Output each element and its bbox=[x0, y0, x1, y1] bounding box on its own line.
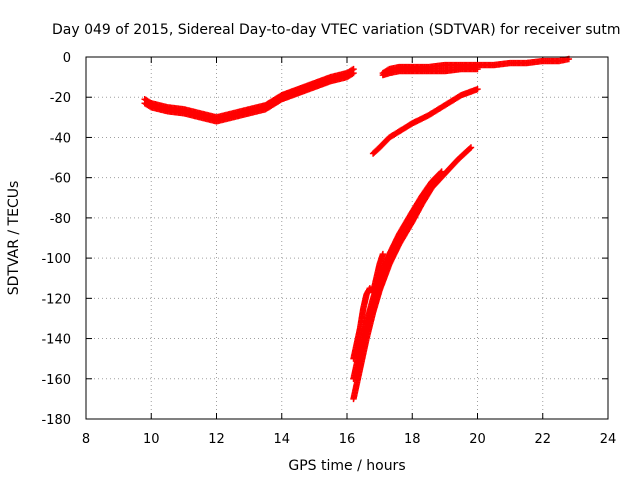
x-tick-label: 24 bbox=[600, 432, 617, 447]
data-points bbox=[141, 55, 573, 403]
y-axis-title: SDTVAR / TECUs bbox=[6, 181, 22, 296]
y-tick-label: -40 bbox=[50, 131, 71, 146]
data-series-4 bbox=[379, 65, 481, 79]
y-tick-label: -120 bbox=[41, 292, 71, 307]
data-series-2 bbox=[141, 65, 357, 121]
data-point bbox=[438, 168, 445, 175]
plot-frame bbox=[85, 56, 609, 420]
data-series-5 bbox=[369, 85, 481, 157]
data-point-dense bbox=[437, 169, 444, 176]
data-point bbox=[467, 144, 475, 151]
y-tick-label: -80 bbox=[50, 212, 71, 227]
data-point bbox=[474, 65, 481, 73]
y-tick-labels: 0 -20 -40 -60 -80 -100 -120 -140 -160 -180 bbox=[41, 51, 71, 428]
data-point-dense bbox=[349, 66, 356, 74]
x-tick-labels: 8 10 12 14 16 18 20 22 24 bbox=[82, 432, 616, 447]
y-tick-label: -180 bbox=[41, 413, 71, 428]
x-tick-label: 8 bbox=[82, 432, 90, 447]
x-axis-title: GPS time / hours bbox=[288, 458, 405, 474]
y-tick-label: -60 bbox=[50, 172, 71, 187]
data-point bbox=[474, 85, 481, 93]
x-tick-label: 22 bbox=[534, 432, 551, 447]
data-point bbox=[350, 65, 357, 73]
x-tick-label: 16 bbox=[339, 432, 356, 447]
y-tick-label: -160 bbox=[41, 373, 71, 388]
y-tick-label: -20 bbox=[50, 91, 71, 106]
chart-title: Day 049 of 2015, Sidereal Day-to-day VTE… bbox=[52, 22, 621, 38]
data-point-dense bbox=[466, 145, 474, 152]
y-tick-label: 0 bbox=[63, 51, 71, 66]
x-tick-label: 20 bbox=[469, 432, 486, 447]
x-tick-label: 14 bbox=[273, 432, 290, 447]
y-tick-label: -140 bbox=[41, 333, 71, 348]
y-tick-label: -100 bbox=[41, 252, 71, 267]
data-point bbox=[379, 250, 387, 258]
grid-lines bbox=[86, 57, 608, 419]
x-tick-label: 18 bbox=[404, 432, 421, 447]
x-tick-label: 10 bbox=[143, 432, 160, 447]
data-series-8 bbox=[350, 250, 387, 362]
x-tick-label: 12 bbox=[208, 432, 225, 447]
